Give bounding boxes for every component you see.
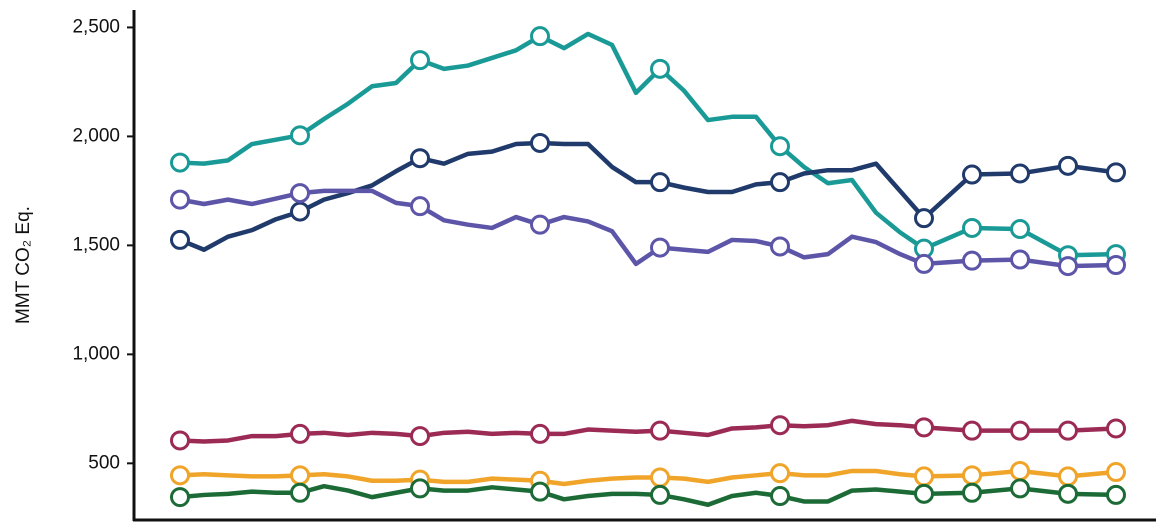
series-line xyxy=(179,468,1117,487)
data-point xyxy=(530,423,550,444)
data-point xyxy=(1106,255,1126,275)
y-tick-label: 2,000 xyxy=(72,125,120,146)
y-tick-label: 2,500 xyxy=(72,16,120,37)
data-point xyxy=(170,189,190,210)
data-point xyxy=(962,217,982,238)
data-point xyxy=(1106,162,1126,183)
data-point xyxy=(650,237,670,258)
series-line xyxy=(179,31,1117,258)
data-point xyxy=(410,426,430,447)
data-point xyxy=(650,484,670,505)
data-point xyxy=(290,183,310,204)
data-point xyxy=(650,172,670,193)
data-point xyxy=(410,148,430,169)
series-line xyxy=(179,483,1117,507)
data-point xyxy=(170,487,190,508)
data-point xyxy=(170,152,190,173)
data-point xyxy=(1106,462,1126,483)
y-tick-label: 1,500 xyxy=(72,234,120,255)
data-point xyxy=(962,164,982,185)
data-point xyxy=(290,465,310,486)
data-point xyxy=(1058,256,1078,277)
data-point xyxy=(914,208,934,229)
series-line xyxy=(179,188,1117,269)
data-point xyxy=(770,415,790,436)
data-point xyxy=(1010,420,1030,441)
series-line xyxy=(179,418,1117,444)
data-point xyxy=(290,125,310,146)
y-tick-label: 1,000 xyxy=(72,343,120,364)
data-point xyxy=(410,50,430,71)
data-point xyxy=(914,253,934,274)
data-point xyxy=(1010,249,1030,270)
data-point xyxy=(1010,460,1030,481)
data-point xyxy=(170,430,190,451)
data-point xyxy=(770,236,790,257)
data-point xyxy=(530,132,550,153)
data-point xyxy=(530,214,550,235)
data-point xyxy=(770,463,790,484)
data-point xyxy=(410,196,430,217)
data-point xyxy=(770,172,790,193)
data-point xyxy=(1058,420,1078,441)
data-point xyxy=(1058,483,1078,504)
data-point xyxy=(290,201,310,222)
data-point xyxy=(962,465,982,486)
data-point xyxy=(914,483,934,504)
data-point xyxy=(962,482,982,503)
data-point xyxy=(1106,418,1126,439)
data-point xyxy=(1010,219,1030,240)
data-point xyxy=(290,423,310,444)
series-line xyxy=(179,140,1117,252)
data-point xyxy=(962,250,982,271)
data-point xyxy=(1058,466,1078,487)
data-point xyxy=(410,478,430,499)
data-point xyxy=(962,420,982,441)
y-tick-label: 500 xyxy=(88,452,120,473)
data-point xyxy=(650,467,670,488)
y-axis-title: MMT CO₂ Eq. xyxy=(13,206,34,324)
data-point xyxy=(650,420,670,441)
data-point xyxy=(170,229,190,250)
data-point xyxy=(530,481,550,502)
data-point xyxy=(1010,478,1030,499)
data-point xyxy=(770,136,790,157)
data-point xyxy=(914,466,934,487)
data-point xyxy=(170,465,190,486)
data-point xyxy=(1010,163,1030,184)
data-point xyxy=(1058,155,1078,176)
data-point xyxy=(650,58,670,79)
data-point xyxy=(290,482,310,503)
data-point xyxy=(914,417,934,438)
data-point xyxy=(530,26,550,47)
data-point xyxy=(770,486,790,507)
data-point xyxy=(1106,484,1126,505)
